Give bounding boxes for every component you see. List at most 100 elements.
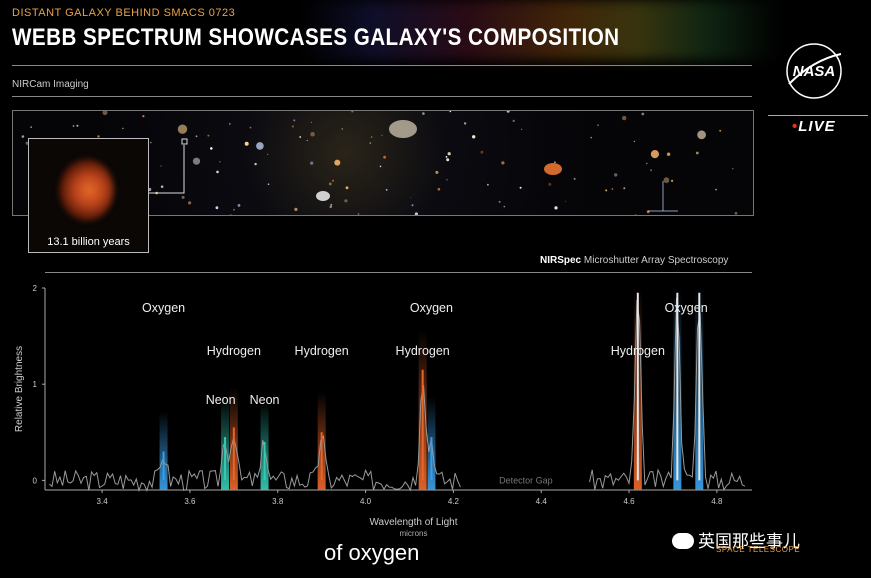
x-axis-unit: microns (399, 529, 427, 538)
star (383, 155, 386, 159)
x-tick-label: 4.8 (711, 497, 723, 506)
line-label-neon: Neon (206, 393, 236, 407)
star (472, 135, 476, 139)
live-dot-icon: • (792, 118, 799, 135)
live-divider (768, 115, 868, 116)
star (385, 189, 388, 191)
star (503, 205, 506, 208)
star (177, 124, 188, 134)
star (357, 213, 360, 215)
galaxy-inset: 13.1 billion years (28, 138, 149, 253)
star (487, 183, 489, 186)
live-text: LIVE (798, 118, 836, 135)
star (641, 112, 645, 116)
star (267, 153, 269, 156)
star (734, 212, 738, 215)
x-tick-label: 4.4 (536, 497, 548, 506)
star (215, 206, 219, 210)
star (233, 208, 236, 211)
star (548, 182, 552, 186)
star (192, 157, 201, 165)
wechat-watermark: 英国那些事儿 (672, 527, 800, 552)
star (732, 168, 734, 170)
subtitle-caption: of oxygen (318, 538, 426, 568)
star (381, 134, 383, 136)
star (25, 141, 29, 145)
orange-galaxy (544, 163, 562, 175)
star (334, 159, 341, 166)
star (449, 111, 452, 113)
spectrum-chart: 0 1 2 3.4 3.6 3.8 4.0 4.2 4.4 4.6 4.8 Wavelength of… (14, 284, 752, 538)
star (635, 214, 637, 215)
star (498, 200, 501, 203)
star (597, 124, 599, 127)
y-tick-label: 2 (33, 284, 38, 293)
star (237, 204, 241, 207)
star (207, 134, 210, 137)
galaxy-image (59, 159, 114, 221)
title-divider (12, 65, 752, 66)
live-badge: •LIVE (792, 118, 836, 135)
bright-galaxy (389, 120, 417, 138)
star (294, 207, 298, 211)
star (160, 165, 162, 167)
star (299, 136, 302, 138)
star (351, 111, 354, 113)
star (256, 142, 264, 150)
star (590, 136, 592, 139)
header-gradient (300, 0, 780, 60)
star (410, 196, 411, 198)
supertitle: DISTANT GALAXY BEHIND SMACS 0723 (12, 7, 236, 19)
x-tick-label: 3.8 (272, 497, 284, 506)
star (519, 186, 522, 189)
star (330, 203, 333, 206)
star (521, 128, 523, 130)
line-label-hydrogen: Hydrogen (396, 344, 450, 358)
star (414, 212, 418, 215)
emission-band-oxygen (159, 411, 168, 490)
spectrum-series (49, 385, 461, 493)
y-axis-label: Relative Brightness (14, 346, 25, 432)
spectroscopy-divider (45, 272, 752, 273)
star (614, 173, 618, 177)
y-tick-label: 0 (33, 476, 38, 485)
star (623, 187, 626, 190)
x-tick-label: 4.0 (360, 497, 372, 506)
star (30, 126, 32, 128)
star (379, 165, 382, 168)
white-galaxy (316, 191, 330, 201)
star (446, 158, 450, 162)
star (230, 214, 232, 215)
star (554, 206, 558, 210)
star (447, 152, 451, 156)
star (293, 119, 296, 122)
x-axis-label: Wavelength of Light (369, 517, 457, 528)
star (695, 151, 699, 155)
star (573, 177, 576, 180)
star (622, 115, 627, 121)
line-label-hydrogen: Hydrogen (295, 344, 349, 358)
starfield-image (21, 111, 738, 215)
star (345, 186, 349, 190)
line-label-hydrogen: Hydrogen (207, 344, 261, 358)
star (195, 135, 198, 138)
star (244, 141, 249, 146)
x-tick-label: 3.4 (97, 497, 109, 506)
star (663, 177, 670, 184)
star (422, 112, 425, 115)
star (210, 147, 213, 150)
star (671, 179, 674, 182)
star (72, 125, 75, 127)
star (501, 161, 505, 165)
star (310, 161, 314, 165)
nirspec-label-bold: NIRSpec (540, 255, 582, 266)
star (291, 125, 294, 128)
x-tick-label: 4.6 (623, 497, 635, 506)
imaging-divider (12, 96, 752, 97)
star (150, 142, 152, 144)
line-label-neon: Neon (250, 393, 280, 407)
star (437, 187, 441, 191)
nirspec-label: NIRSpec Microshutter Array Spectroscopy (540, 255, 728, 266)
star (697, 130, 706, 140)
star (219, 161, 221, 163)
